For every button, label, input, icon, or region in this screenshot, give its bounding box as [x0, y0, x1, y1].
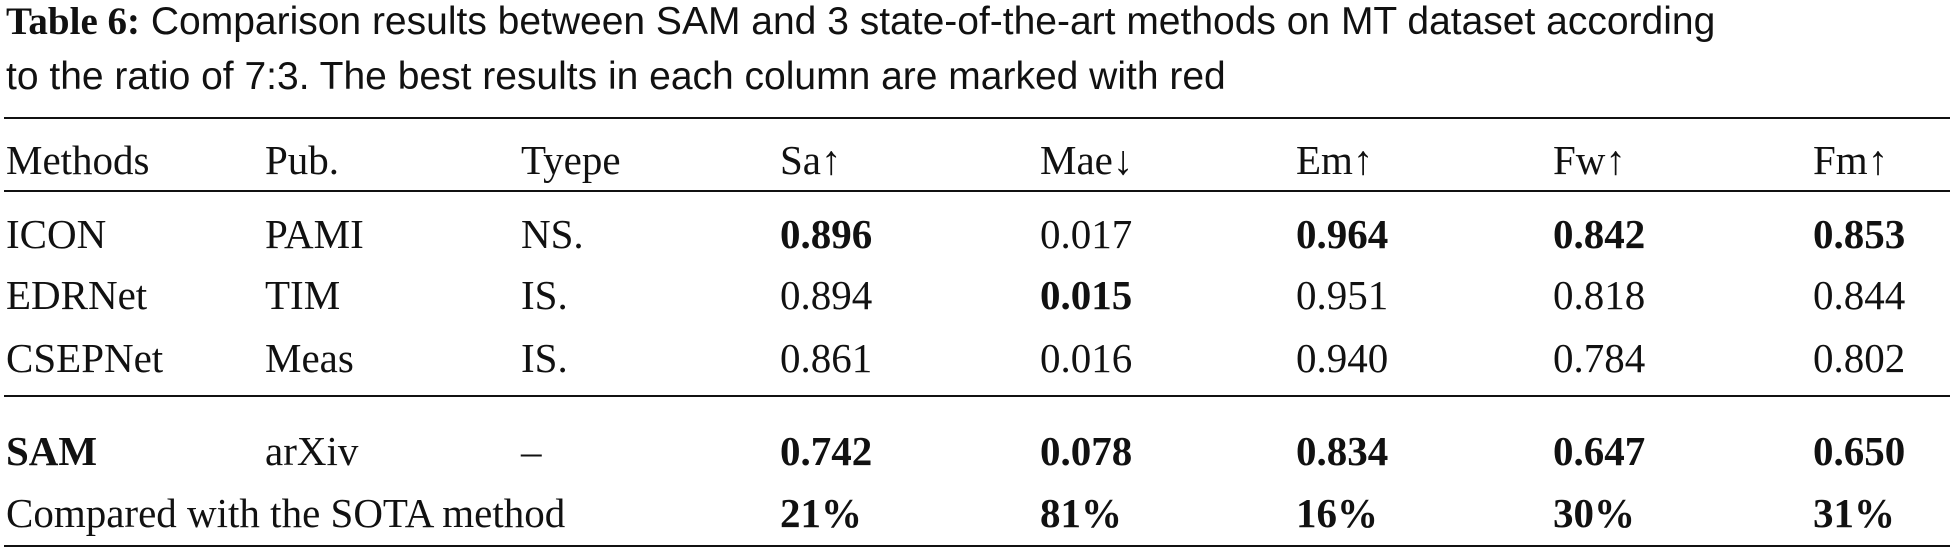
- header-cell: Fm↑: [1813, 137, 1889, 183]
- header-cell: Fw↑: [1553, 137, 1626, 183]
- header-cell: Methods: [6, 137, 150, 183]
- footer-value: 31%: [1813, 490, 1895, 536]
- table-cell: 0.844: [1813, 272, 1906, 318]
- header-cell: Em↑: [1296, 137, 1374, 183]
- caption-text: Comparison results between SAM and 3 sta…: [150, 0, 1716, 43]
- header-rule: [4, 190, 1950, 192]
- table-cell: 0.802: [1813, 335, 1906, 381]
- table-cell: IS.: [521, 335, 568, 381]
- footer-label: Compared with the SOTA method: [6, 490, 566, 536]
- top-rule: [4, 117, 1950, 119]
- table-cell: NS.: [521, 211, 584, 257]
- table-cell: 0.017: [1040, 211, 1133, 257]
- table-cell: SAM: [6, 428, 98, 474]
- table-cell: 0.842: [1553, 211, 1646, 257]
- table-cell: CSEPNet: [6, 335, 164, 381]
- table-cell: 0.784: [1553, 335, 1646, 381]
- table-cell: 0.861: [780, 335, 873, 381]
- table-cell: 0.650: [1813, 428, 1906, 474]
- table-cell: TIM: [265, 272, 341, 318]
- caption-line: to the ratio of 7:3. The best results in…: [6, 55, 1226, 98]
- table-cell: 0.896: [780, 211, 873, 257]
- table-cell: Meas: [265, 335, 354, 381]
- table-cell: 0.078: [1040, 428, 1133, 474]
- table-cell: 0.940: [1296, 335, 1389, 381]
- table-cell: 0.853: [1813, 211, 1906, 257]
- caption-line: Table 6: Comparison results between SAM …: [6, 0, 1715, 44]
- header-cell: Mae↓: [1040, 137, 1134, 183]
- table-cell: EDRNet: [6, 272, 148, 318]
- table-cell: 0.015: [1040, 272, 1133, 318]
- table-cell: 0.964: [1296, 211, 1389, 257]
- header-cell: Sa↑: [780, 137, 842, 183]
- table-cell: 0.818: [1553, 272, 1646, 318]
- caption-label: Table 6:: [6, 0, 141, 43]
- footer-value: 21%: [780, 490, 862, 536]
- mid-rule: [4, 395, 1950, 397]
- header-cell: Pub.: [265, 137, 340, 183]
- footer-value: 81%: [1040, 490, 1122, 536]
- header-cell: Tyepe: [521, 137, 621, 183]
- table-cell: arXiv: [265, 428, 359, 474]
- footer-value: 30%: [1553, 490, 1635, 536]
- table-cell: IS.: [521, 272, 568, 318]
- table-cell: 0.742: [780, 428, 873, 474]
- table-cell: 0.834: [1296, 428, 1389, 474]
- footer-value: 16%: [1296, 490, 1378, 536]
- table-cell: ICON: [6, 211, 107, 257]
- table-cell: 0.951: [1296, 272, 1389, 318]
- bottom-rule: [4, 545, 1950, 547]
- table-cell: 0.016: [1040, 335, 1133, 381]
- table-cell: 0.647: [1553, 428, 1646, 474]
- table-cell: 0.894: [780, 272, 873, 318]
- table-cell: –: [521, 428, 542, 474]
- table-cell: PAMI: [265, 211, 364, 257]
